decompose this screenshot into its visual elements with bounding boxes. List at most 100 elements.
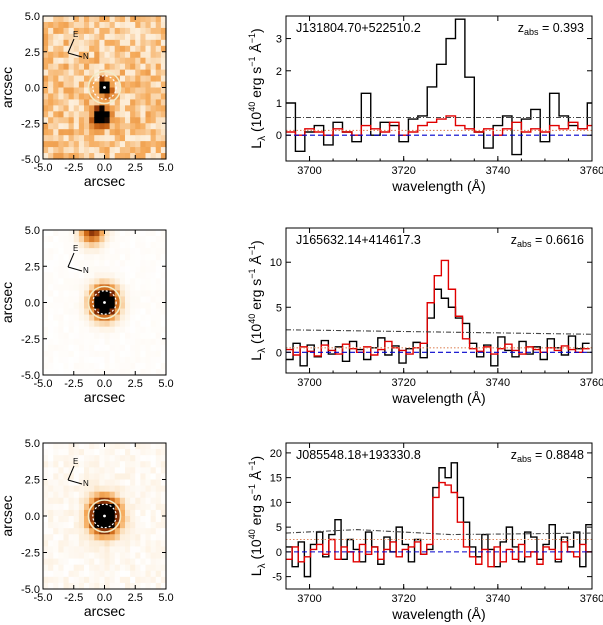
pixel [48,479,54,487]
pixel [109,111,116,118]
pixel [104,564,111,572]
pixel [109,455,116,462]
pixel [145,326,152,334]
pixel [78,326,85,334]
pixel [125,467,131,475]
pixel [125,147,131,154]
pixel [104,39,111,47]
pixel [63,320,70,328]
pixel [135,576,141,584]
pixel [43,350,49,358]
pixel [43,111,49,118]
pixel [53,260,59,267]
pixel [73,69,80,77]
pixel [135,63,141,71]
pixel [150,141,157,148]
y-tick-label: 5.0 [25,438,40,450]
pixel [43,248,49,255]
y-axis-label-part: −1 [247,33,257,43]
pixel [58,63,65,71]
pixel [104,582,111,590]
pixel [150,123,157,130]
pixel [135,570,141,578]
pixel [140,242,147,249]
pixel [89,320,95,328]
pixel [84,516,90,523]
pixel [104,290,111,298]
pixel [119,503,126,511]
pixel [63,558,70,566]
pixel [94,99,100,106]
pixel [135,503,141,511]
pixel [89,27,95,35]
pixel [78,111,85,118]
pixel [58,248,65,255]
pixel [160,254,167,261]
pixel [104,558,111,566]
pixel [63,284,70,292]
pixel [48,39,54,47]
pixel [84,368,90,376]
pixel [63,503,70,511]
y-tick-label: -2.5 [21,548,40,560]
pixel [58,141,65,148]
pixel [48,230,54,237]
series-line-2 [286,259,590,357]
pixel [145,356,152,364]
pixel [99,117,106,124]
pixel [125,117,131,124]
pixel [99,332,106,340]
pixel [145,522,152,529]
compass-north-arm [67,479,83,485]
pixel [119,338,126,346]
pixel [68,570,75,578]
pixel [58,93,65,101]
pixel [48,284,54,292]
pixel [114,242,121,249]
pixel [109,117,116,124]
pixel [78,356,85,364]
pixel [43,522,49,529]
pixel [140,509,147,517]
pixel [109,582,116,590]
pixel [145,27,152,35]
y-axis-label-part: (10 [248,324,264,348]
pixel [63,350,70,358]
pixel [89,546,95,554]
pixel [78,449,85,456]
pixel [89,51,95,59]
pixel [155,534,162,541]
pixel [150,558,157,566]
pixel [160,326,167,334]
pixel [104,248,111,255]
pixel [160,338,167,346]
pixel [89,582,95,590]
pixel [43,534,49,541]
pixel [73,87,80,95]
pixel [68,516,75,523]
pixel [43,153,49,160]
pixel [99,473,106,481]
pixel [63,356,70,364]
pixel [135,81,141,89]
pixel [109,485,116,493]
pixel [160,266,167,273]
pixel [119,497,126,505]
pixel [58,254,65,261]
pixel [135,455,141,462]
pixel [84,117,90,124]
pixel [130,123,136,130]
pixel [53,443,59,450]
pixel [125,308,131,316]
pixel [155,236,162,243]
pixel [58,320,65,328]
pixel [48,338,54,346]
pixel [63,278,70,285]
pixel [43,558,49,566]
pixel [104,368,111,376]
pixel [58,16,65,23]
pixel [89,491,95,499]
pixel [104,260,111,267]
pixel [99,540,106,548]
pixel [68,302,75,310]
